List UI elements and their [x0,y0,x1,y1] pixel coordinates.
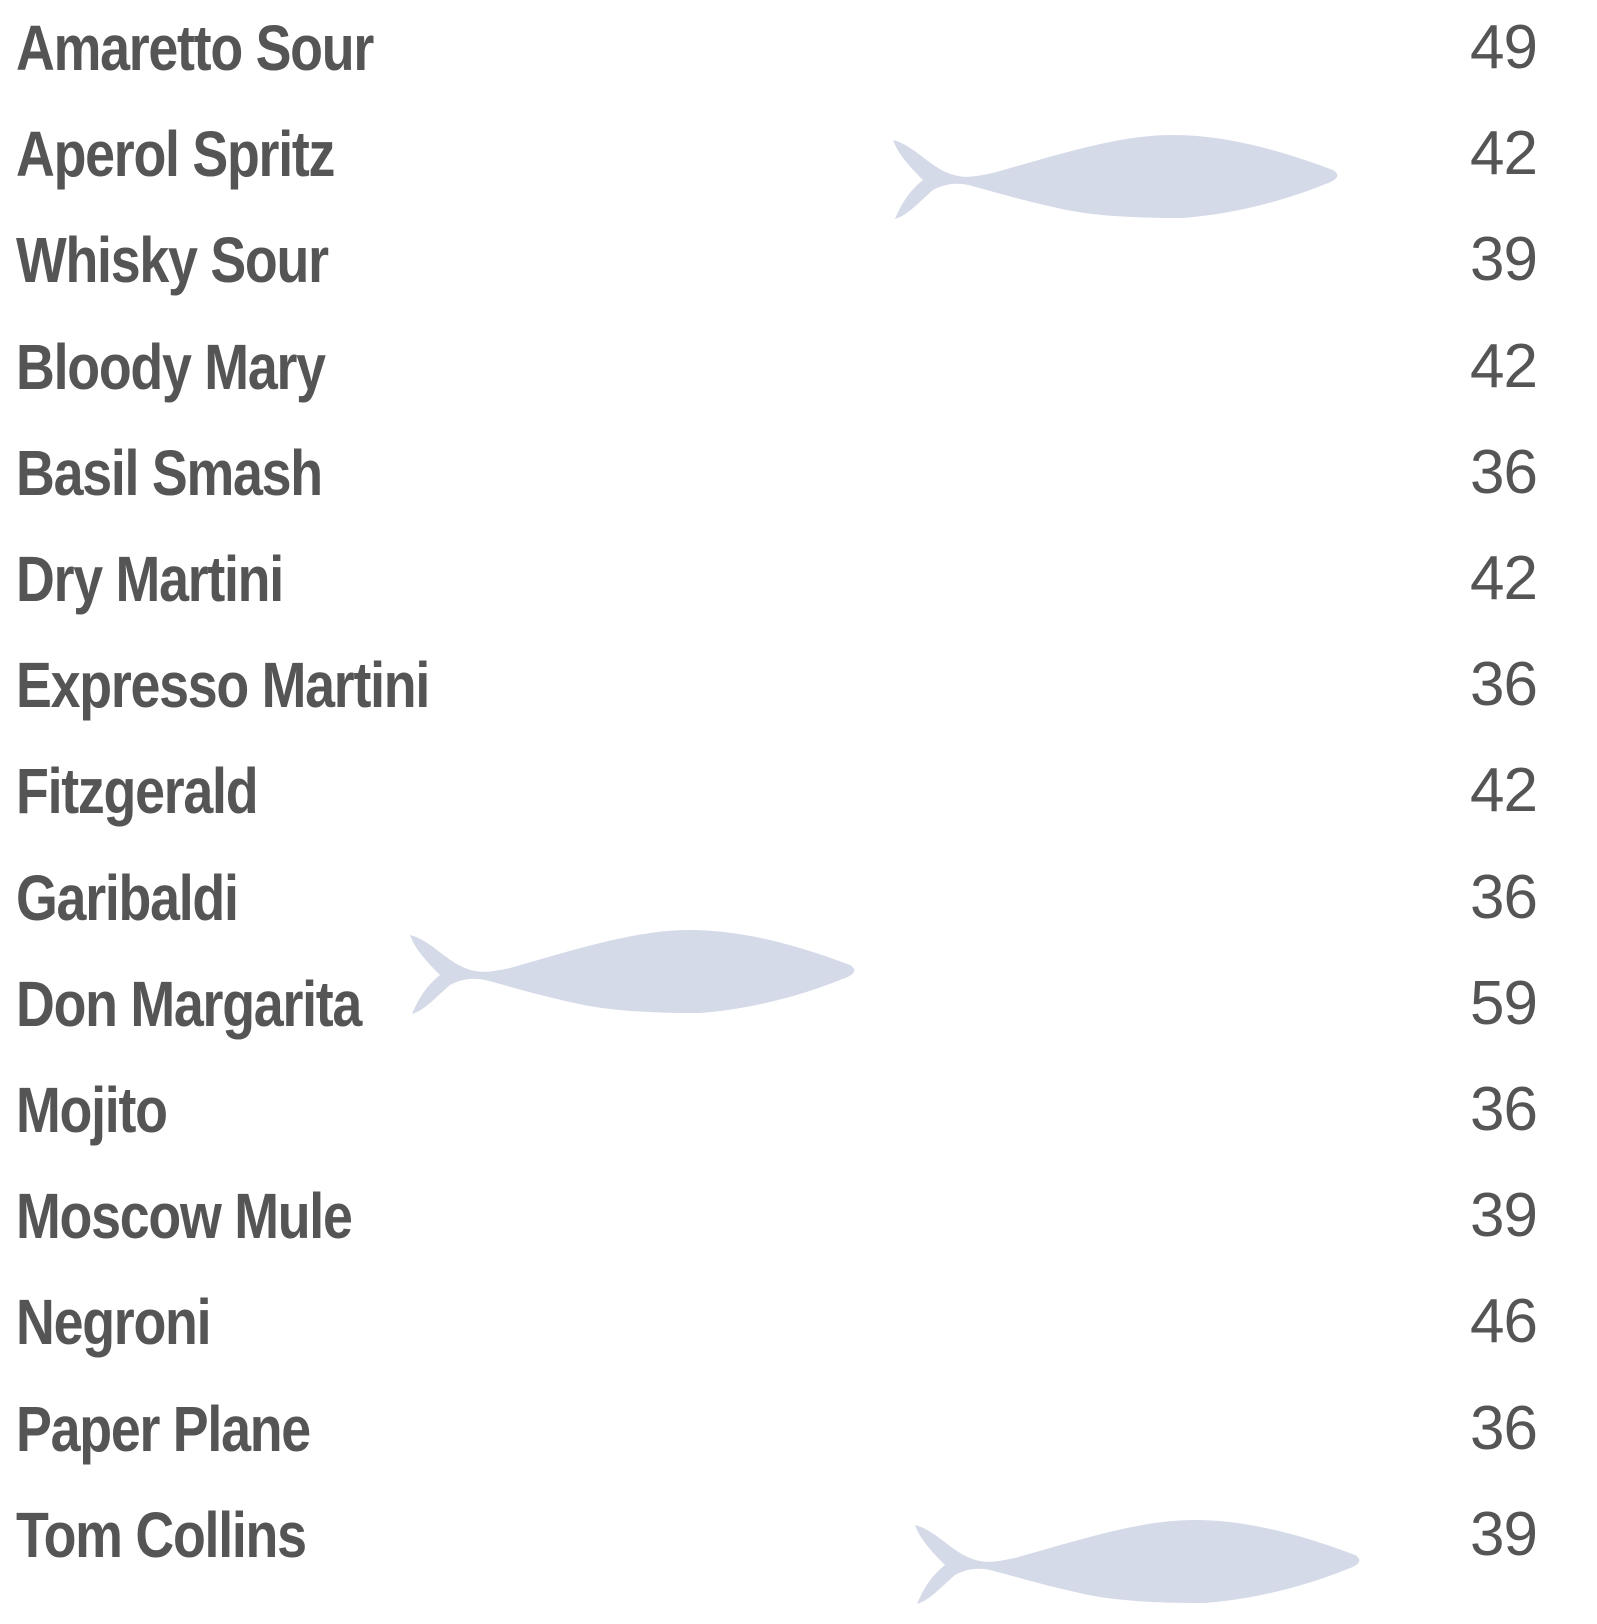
item-name: Dry Martini [16,543,283,615]
item-name: Moscow Mule [16,1180,352,1252]
menu-item: Fitzgerald 42 [0,743,1597,849]
item-name: Don Margarita [16,968,361,1040]
menu-item: Tom Collins 39 [0,1487,1597,1593]
item-name: Basil Smash [16,437,322,509]
menu-item: Moscow Mule 39 [0,1168,1597,1274]
menu-item: Amaretto Sour 49 [0,0,1597,106]
menu-item: Dry Martini 42 [0,531,1597,637]
item-price: 49 [1470,12,1537,84]
item-price: 36 [1470,437,1537,509]
item-name: Tom Collins [16,1499,306,1571]
item-price: 42 [1470,543,1537,615]
menu-item: Negroni 46 [0,1274,1597,1380]
item-price: 36 [1470,649,1537,721]
menu-item: Aperol Spritz 42 [0,106,1597,212]
item-price: 36 [1470,1393,1537,1465]
item-name: Amaretto Sour [16,12,373,84]
item-name: Aperol Spritz [16,118,334,190]
menu-item: Paper Plane 36 [0,1381,1597,1487]
item-price: 42 [1470,118,1537,190]
item-price: 36 [1470,862,1537,934]
item-price: 59 [1470,968,1537,1040]
item-name: Whisky Sour [16,224,328,296]
item-name: Negroni [16,1286,210,1358]
menu-page: Amaretto Sour 49 Aperol Spritz 42 Whisky Sou… [0,0,1597,1624]
menu-item: Basil Smash 36 [0,425,1597,531]
menu-item: Mojito 36 [0,1062,1597,1168]
menu-item: Don Margarita 59 [0,956,1597,1062]
menu-item: Whisky Sour 39 [0,212,1597,318]
item-price: 42 [1470,755,1537,827]
item-price: 36 [1470,1074,1537,1146]
item-price: 39 [1470,1180,1537,1252]
menu-item: Garibaldi 36 [0,850,1597,956]
item-name: Garibaldi [16,862,238,934]
item-price: 39 [1470,1499,1537,1571]
item-name: Mojito [16,1074,167,1146]
item-name: Fitzgerald [16,755,257,827]
item-price: 46 [1470,1286,1537,1358]
menu-item: Expresso Martini 36 [0,637,1597,743]
item-name: Paper Plane [16,1393,310,1465]
item-price: 42 [1470,331,1537,403]
item-price: 39 [1470,224,1537,296]
item-name: Bloody Mary [16,331,325,403]
item-name: Expresso Martini [16,649,429,721]
menu-item: Bloody Mary 42 [0,319,1597,425]
